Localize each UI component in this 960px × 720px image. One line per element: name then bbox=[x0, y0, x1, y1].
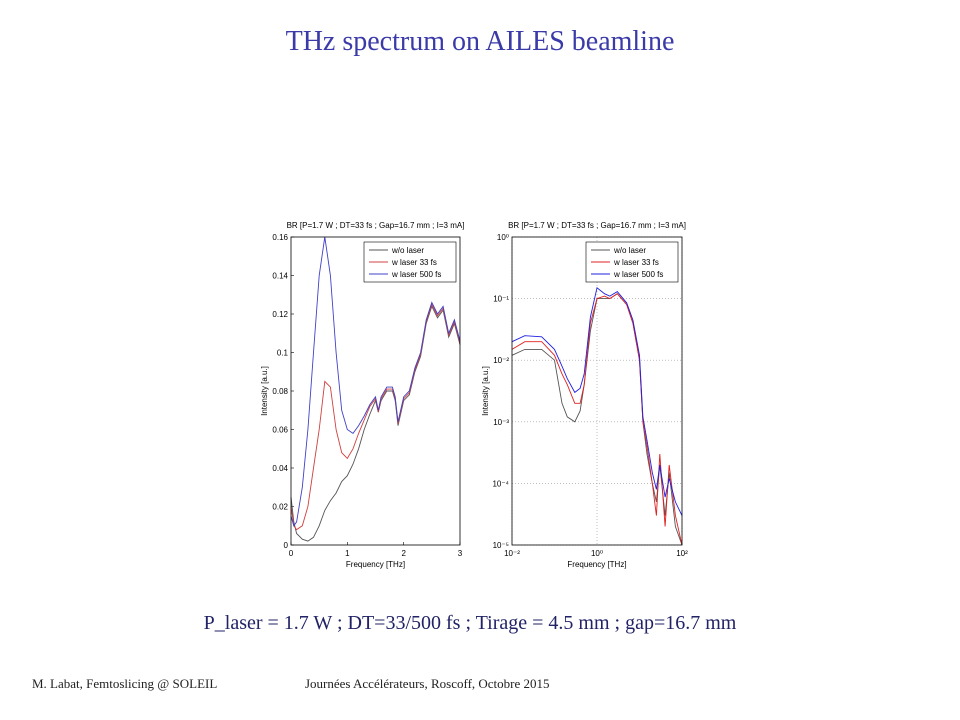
x-tick-label: 0 bbox=[289, 549, 294, 558]
y-tick-label: 0.1 bbox=[277, 349, 289, 358]
plot-area bbox=[291, 237, 460, 545]
series-line bbox=[290, 236, 461, 527]
y-tick-label: 0.08 bbox=[272, 387, 288, 396]
legend-label: w/o laser bbox=[613, 246, 646, 255]
y-tick-label: 10⁻¹ bbox=[493, 295, 509, 304]
y-axis-label: Intensity [a.u.] bbox=[260, 366, 269, 416]
y-tick-label: 0.12 bbox=[272, 310, 288, 319]
y-tick-label: 10⁻² bbox=[493, 356, 509, 365]
series-line bbox=[511, 293, 683, 546]
y-tick-label: 0.06 bbox=[272, 426, 288, 435]
slide-title: THz spectrum on AILES beamline bbox=[286, 26, 675, 57]
x-axis-label: Frequency [THz] bbox=[346, 560, 405, 569]
y-tick-label: 10⁻⁵ bbox=[493, 541, 509, 550]
y-tick-label: 0.14 bbox=[272, 272, 288, 281]
legend-label: w laser 500 fs bbox=[391, 270, 441, 279]
x-tick-label: 1 bbox=[345, 549, 350, 558]
x-tick-label: 10² bbox=[676, 549, 688, 558]
x-tick-label: 3 bbox=[458, 549, 463, 558]
series-line bbox=[511, 287, 683, 516]
y-tick-label: 0.16 bbox=[272, 233, 288, 242]
y-axis-label: Intensity [a.u.] bbox=[481, 366, 490, 416]
x-tick-label: 10⁰ bbox=[591, 549, 603, 558]
footer-right: Journées Accélérateurs, Roscoff, Octobre… bbox=[305, 676, 550, 691]
legend-label: w laser 500 fs bbox=[613, 270, 663, 279]
footer-left: M. Labat, Femtoslicing @ SOLEIL bbox=[32, 676, 217, 691]
y-tick-label: 0 bbox=[284, 541, 289, 550]
x-tick-label: 10⁻² bbox=[504, 549, 520, 558]
y-tick-label: 10⁻⁴ bbox=[492, 479, 509, 488]
legend-label: w laser 33 fs bbox=[391, 258, 437, 267]
chart-title: BR [P=1.7 W ; DT=33 fs ; Gap=16.7 mm ; I… bbox=[508, 221, 686, 230]
y-tick-label: 0.02 bbox=[272, 503, 288, 512]
legend-label: w laser 33 fs bbox=[613, 258, 659, 267]
legend-label: w/o laser bbox=[391, 246, 424, 255]
y-tick-label: 0.04 bbox=[272, 464, 288, 473]
axes-frame bbox=[511, 236, 683, 546]
caption: P_laser = 1.7 W ; DT=33/500 fs ; Tirage … bbox=[204, 612, 737, 634]
x-tick-label: 2 bbox=[401, 549, 406, 558]
chart-title: BR [P=1.7 W ; DT=33 fs ; Gap=16.7 mm ; I… bbox=[287, 221, 465, 230]
axes-frame bbox=[290, 236, 461, 546]
y-tick-label: 10⁰ bbox=[497, 233, 509, 242]
y-tick-label: 10⁻³ bbox=[493, 418, 509, 427]
x-axis-label: Frequency [THz] bbox=[567, 560, 626, 569]
